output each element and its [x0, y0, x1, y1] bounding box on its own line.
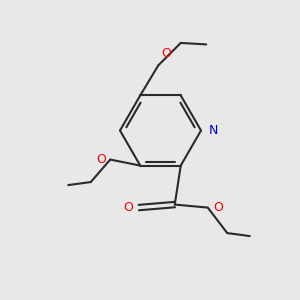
- Text: O: O: [161, 47, 171, 60]
- Text: N: N: [208, 124, 218, 137]
- Text: O: O: [213, 201, 223, 214]
- Text: O: O: [96, 153, 106, 166]
- Text: O: O: [124, 201, 133, 214]
